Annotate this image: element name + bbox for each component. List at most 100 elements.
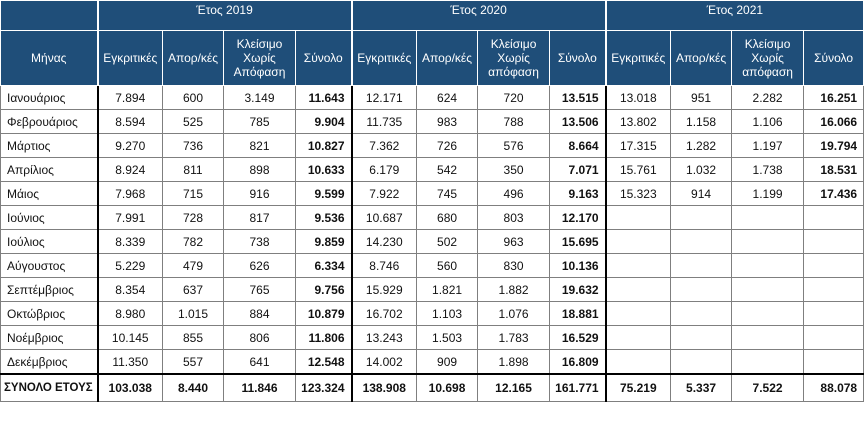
approved-cell: 11.350 xyxy=(96,349,163,375)
rejected-cell: 525 xyxy=(162,109,224,134)
rejected-cell: 560 xyxy=(416,253,479,278)
total-cell: 18.881 xyxy=(549,301,607,326)
month-cell: Μάιος xyxy=(0,181,98,206)
approved-cell: 14.002 xyxy=(350,349,418,375)
closed-cell: 1.783 xyxy=(477,325,551,350)
rejected-cell: 10.698 xyxy=(416,373,479,402)
column-header-closed: Κλείσιμο Χωρίς απόφαση xyxy=(731,30,805,86)
approved-cell xyxy=(604,253,672,278)
rejected-cell: 502 xyxy=(416,229,479,254)
approved-cell: 11.735 xyxy=(350,109,418,134)
table-row: Αύγουστος 5.229 479 626 6.334 8.746 560 830 10.1… xyxy=(0,253,865,278)
rejected-cell: 479 xyxy=(162,253,224,278)
total-cell: 12.548 xyxy=(294,349,353,375)
approved-cell: 15.761 xyxy=(604,157,672,182)
month-cell: Οκτώβριος xyxy=(0,301,98,326)
total-cell: 9.163 xyxy=(549,181,607,206)
total-cell: 11.643 xyxy=(294,85,353,110)
rejected-cell: 1.821 xyxy=(416,277,479,302)
month-cell: Απρίλιος xyxy=(0,157,98,182)
approved-cell: 6.179 xyxy=(350,157,418,182)
closed-cell: 626 xyxy=(223,253,296,278)
rejected-cell: 745 xyxy=(416,181,479,206)
approved-cell: 10.145 xyxy=(96,325,163,350)
rejected-cell: 736 xyxy=(162,133,224,158)
total-cell xyxy=(803,301,865,326)
column-header-approved: Εγκριτικές xyxy=(96,30,163,86)
table-row: Οκτώβριος 8.980 1.015 884 10.879 16.702 1.103 1… xyxy=(0,301,865,326)
table-row: Νοέμβριος 10.145 855 806 11.806 13.243 1.503 1.… xyxy=(0,325,865,350)
approved-cell: 7.922 xyxy=(350,181,418,206)
closed-cell: 1.882 xyxy=(477,277,551,302)
year-header-2019: Έτος 2019 xyxy=(96,0,353,31)
rejected-cell: 914 xyxy=(670,181,733,206)
rejected-cell: 1.503 xyxy=(416,325,479,350)
column-header-rejected: Απορ/κές xyxy=(416,30,479,86)
column-header-closed: Κλείσιμο Χωρίς Απόφαση xyxy=(223,30,296,86)
total-cell: 17.436 xyxy=(803,181,865,206)
closed-cell xyxy=(731,349,805,375)
closed-cell: 830 xyxy=(477,253,551,278)
total-cell: 7.071 xyxy=(549,157,607,182)
rejected-cell: 983 xyxy=(416,109,479,134)
rejected-cell: 909 xyxy=(416,349,479,375)
closed-cell xyxy=(731,253,805,278)
year-header-2020: Έτος 2020 xyxy=(350,0,607,31)
approved-cell: 138.908 xyxy=(350,373,418,402)
rejected-cell: 624 xyxy=(416,85,479,110)
approved-cell xyxy=(604,277,672,302)
rejected-cell: 1.158 xyxy=(670,109,733,134)
closed-cell: 1.106 xyxy=(731,109,805,134)
total-cell: 123.324 xyxy=(294,373,353,402)
table-row: Σεπτέμβριος 8.354 637 765 9.756 15.929 1.821 1.… xyxy=(0,277,865,302)
closed-cell: 821 xyxy=(223,133,296,158)
closed-cell: 738 xyxy=(223,229,296,254)
rejected-cell: 782 xyxy=(162,229,224,254)
column-header-month: Μήνας xyxy=(0,30,98,86)
total-cell xyxy=(803,205,865,230)
total-cell: 10.633 xyxy=(294,157,353,182)
closed-cell: 963 xyxy=(477,229,551,254)
rejected-cell xyxy=(670,349,733,375)
total-cell: 9.756 xyxy=(294,277,353,302)
closed-cell: 803 xyxy=(477,205,551,230)
total-cell: 9.859 xyxy=(294,229,353,254)
rejected-cell: 637 xyxy=(162,277,224,302)
closed-cell: 1.197 xyxy=(731,133,805,158)
closed-cell: 641 xyxy=(223,349,296,375)
closed-cell: 11.846 xyxy=(223,373,296,402)
approved-cell: 8.354 xyxy=(96,277,163,302)
year-header-row: Έτος 2019 Έτος 2020 Έτος 2021 xyxy=(0,0,865,31)
approved-cell: 15.929 xyxy=(350,277,418,302)
approved-cell xyxy=(604,229,672,254)
closed-cell: 765 xyxy=(223,277,296,302)
total-cell xyxy=(803,253,865,278)
total-cell: 15.695 xyxy=(549,229,607,254)
approved-cell: 8.746 xyxy=(350,253,418,278)
total-cell xyxy=(803,325,865,350)
rejected-cell xyxy=(670,301,733,326)
total-cell: 9.904 xyxy=(294,109,353,134)
table-row: Ιούνιος 7.991 728 817 9.536 10.687 680 803 12.17… xyxy=(0,205,865,230)
table-row: Φεβρουάριος 8.594 525 785 9.904 11.735 983 788 1… xyxy=(0,109,865,134)
closed-cell xyxy=(731,325,805,350)
month-cell: Σεπτέμβριος xyxy=(0,277,98,302)
closed-cell xyxy=(731,277,805,302)
approved-cell xyxy=(604,301,672,326)
total-cell: 13.506 xyxy=(549,109,607,134)
table-row: Μάιος 7.968 715 916 9.599 7.922 745 496 9.163 15.… xyxy=(0,181,865,206)
rejected-cell: 680 xyxy=(416,205,479,230)
month-cell: Αύγουστος xyxy=(0,253,98,278)
closed-cell: 884 xyxy=(223,301,296,326)
closed-cell: 817 xyxy=(223,205,296,230)
approved-cell xyxy=(604,325,672,350)
closed-cell: 576 xyxy=(477,133,551,158)
approved-cell: 7.991 xyxy=(96,205,163,230)
approved-cell xyxy=(604,349,672,375)
total-cell: 6.334 xyxy=(294,253,353,278)
table-row: Ιανουάριος 7.894 600 3.149 11.643 12.171 624 72… xyxy=(0,85,865,110)
table-row: Μάρτιος 9.270 736 821 10.827 7.362 726 576 8.664… xyxy=(0,133,865,158)
rejected-cell: 1.032 xyxy=(670,157,733,182)
approved-cell: 13.243 xyxy=(350,325,418,350)
closed-cell: 1.199 xyxy=(731,181,805,206)
